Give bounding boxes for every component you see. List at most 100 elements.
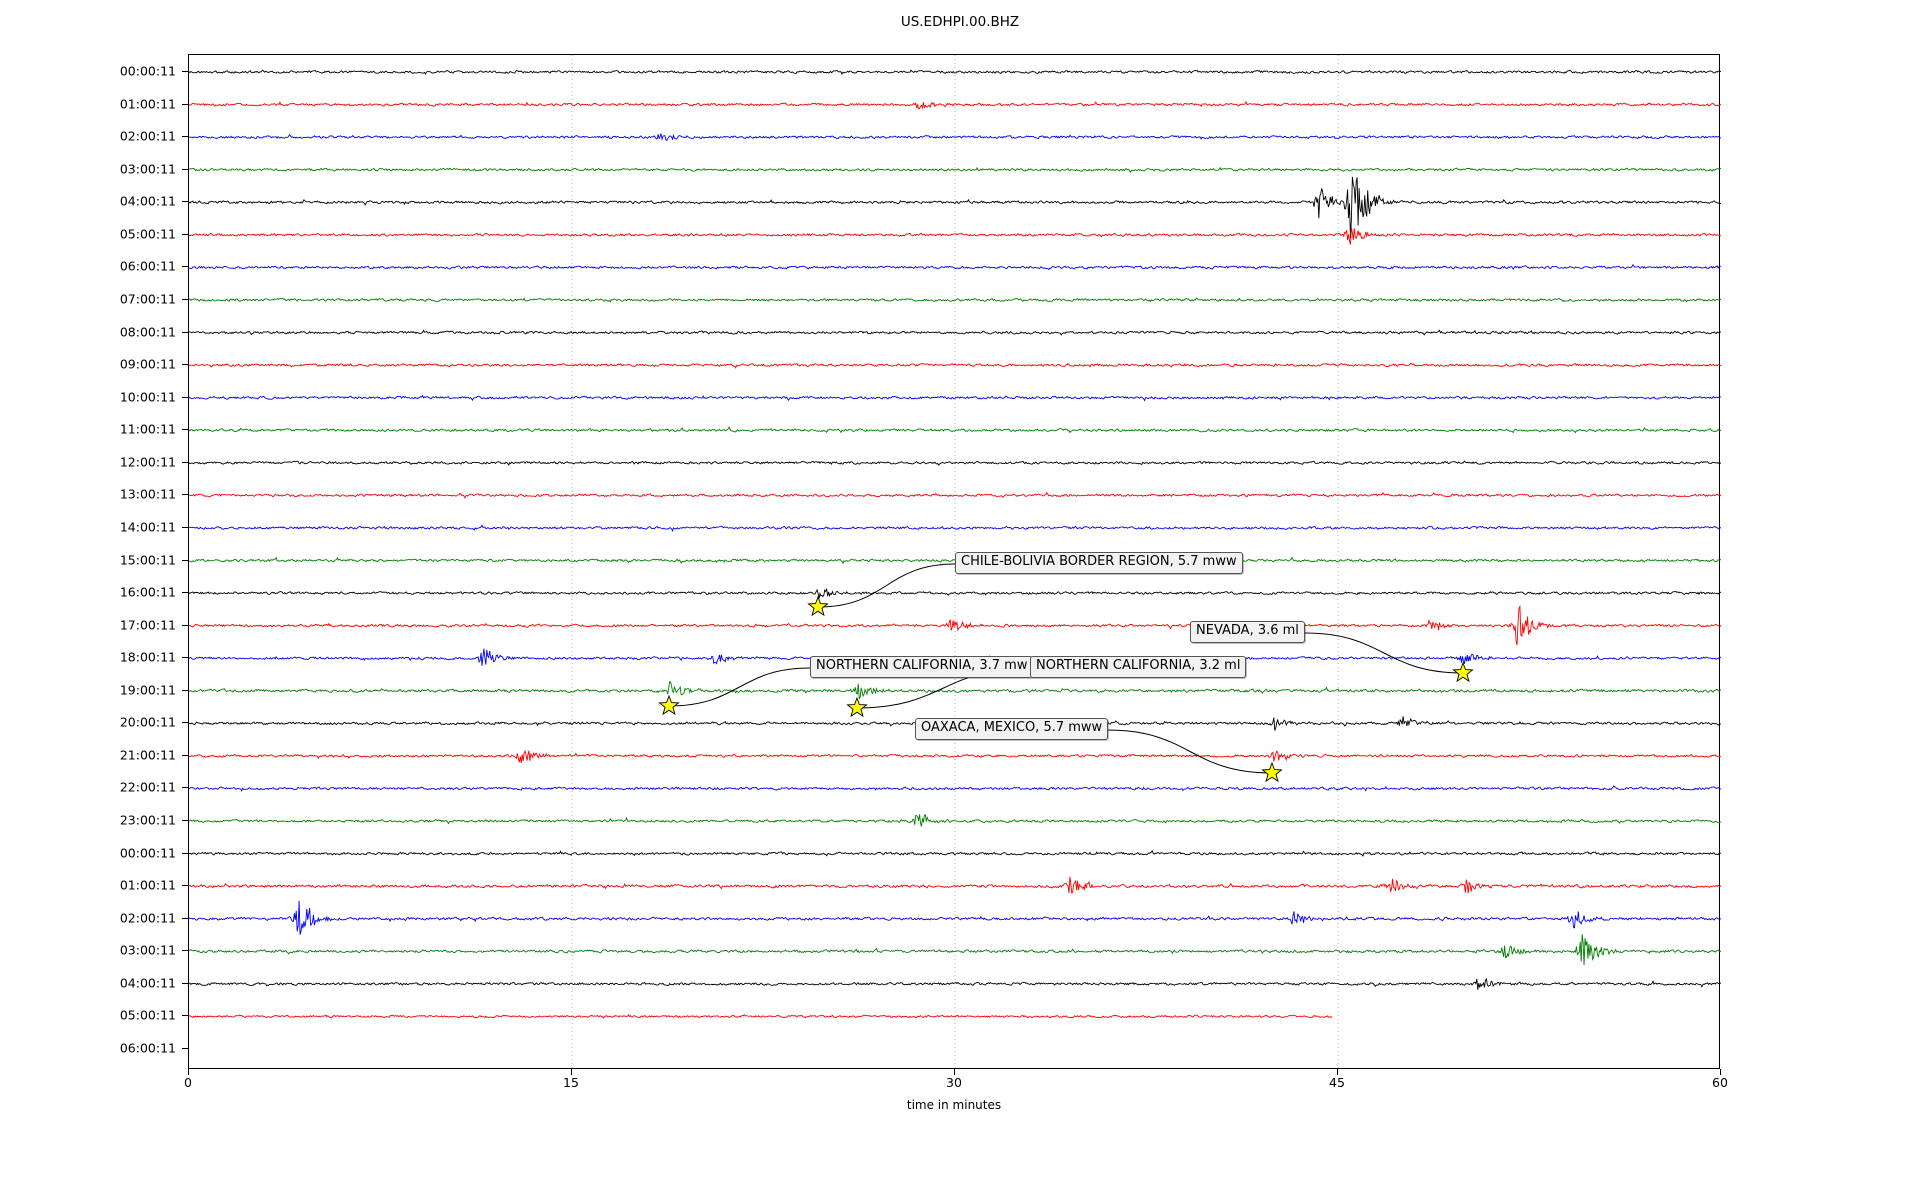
- y-axis-tick-label: 21:00:11: [119, 747, 176, 763]
- y-axis-tick-label: 08:00:11: [119, 324, 176, 340]
- y-axis-tick-mark: [182, 885, 188, 887]
- y-axis-tick-mark: [182, 1015, 188, 1017]
- x-axis-label: time in minutes: [906, 1098, 1002, 1112]
- y-axis-tick-mark: [182, 331, 188, 333]
- y-axis-tick-label: 13:00:11: [119, 486, 176, 502]
- y-axis-tick-mark: [182, 298, 188, 300]
- seismic-trace: [189, 1014, 1333, 1019]
- y-axis-tick-label: 05:00:11: [119, 226, 176, 242]
- seismic-trace: [189, 69, 1721, 75]
- y-axis-tick-mark: [182, 168, 188, 170]
- y-axis-tick-mark: [182, 592, 188, 594]
- y-axis-tick-label: 18:00:11: [119, 649, 176, 665]
- y-axis-tick-label: 03:00:11: [119, 161, 176, 177]
- trace-canvas: [189, 55, 1721, 1070]
- seismic-trace: [189, 934, 1721, 966]
- y-axis-tick-mark: [182, 461, 188, 463]
- y-axis-tick-mark: [182, 71, 188, 72]
- seismic-trace: [189, 264, 1721, 271]
- y-axis-tick-label: 16:00:11: [119, 584, 176, 600]
- y-axis-tick-mark: [182, 1048, 188, 1049]
- y-axis-tick-label: 10:00:11: [119, 389, 176, 405]
- y-axis-tick-label: 00:00:11: [119, 845, 176, 861]
- y-axis-tick-label: 14:00:11: [119, 519, 176, 535]
- seismic-trace: [189, 460, 1721, 466]
- y-axis-tick-mark: [182, 429, 188, 431]
- y-axis-tick-mark: [182, 364, 188, 366]
- seismic-trace: [189, 604, 1721, 646]
- seismic-trace: [189, 876, 1721, 894]
- seismic-trace: [189, 426, 1721, 434]
- y-axis-tick-mark: [182, 103, 188, 105]
- seismic-trace: [189, 680, 1721, 700]
- y-axis-tick-mark: [182, 559, 188, 561]
- y-axis-tick-label: 20:00:11: [119, 714, 176, 730]
- seismic-trace: [189, 166, 1721, 174]
- y-axis-tick-label: 06:00:11: [119, 258, 176, 274]
- seismic-trace: [189, 394, 1721, 402]
- seismic-trace: [189, 749, 1721, 764]
- y-axis-tick-label: 23:00:11: [119, 812, 176, 828]
- y-axis-tick-mark: [182, 982, 188, 984]
- seismic-trace: [189, 362, 1721, 369]
- seismic-trace: [189, 176, 1721, 239]
- seismic-trace: [189, 524, 1721, 533]
- y-axis-tick-mark: [182, 754, 188, 756]
- y-axis-tick-mark: [182, 820, 188, 822]
- y-axis-tick-label: 19:00:11: [119, 682, 176, 698]
- y-axis-tick-mark: [182, 266, 188, 268]
- plot-axes: [188, 54, 1721, 1070]
- seismic-trace: [189, 785, 1721, 792]
- y-axis-tick-label: 04:00:11: [119, 193, 176, 209]
- page-title: US.EDHPI.00.BHZ: [900, 14, 1020, 30]
- seismic-trace: [189, 977, 1721, 990]
- seismic-trace: [189, 491, 1721, 499]
- x-axis-tick-label: 60: [1712, 1075, 1728, 1090]
- y-axis-tick-mark: [182, 917, 188, 919]
- x-axis-tick-mark: [188, 1069, 189, 1075]
- seismic-trace: [189, 813, 1721, 827]
- y-axis-tick-mark: [182, 201, 188, 203]
- seismic-trace: [189, 100, 1721, 110]
- seismic-trace: [189, 329, 1721, 336]
- y-axis-tick-label: 07:00:11: [119, 291, 176, 307]
- y-axis-tick-label: 02:00:11: [119, 128, 176, 144]
- y-axis-tick-label: 22:00:11: [119, 779, 176, 795]
- seismic-trace: [189, 556, 1721, 565]
- y-axis-tick-label: 11:00:11: [119, 421, 176, 437]
- y-axis-tick-label: 01:00:11: [119, 96, 176, 112]
- y-axis-tick-label: 00:00:11: [119, 63, 176, 79]
- y-axis-tick-mark: [182, 950, 188, 952]
- y-axis-tick-mark: [182, 396, 188, 398]
- x-axis-tick-mark: [954, 1069, 955, 1075]
- seismic-trace: [189, 133, 1721, 142]
- y-axis-tick-mark: [182, 657, 188, 659]
- seismic-trace: [189, 297, 1721, 303]
- seismic-trace: [189, 587, 1721, 599]
- x-axis-tick-mark: [1337, 1069, 1338, 1075]
- seismic-trace: [189, 900, 1721, 935]
- y-axis-tick-mark: [182, 233, 188, 235]
- y-axis-tick-label: 05:00:11: [119, 1007, 176, 1023]
- x-axis-tick-label: 0: [184, 1075, 192, 1090]
- y-axis-tick-label: 17:00:11: [119, 617, 176, 633]
- y-axis-tick-label: 09:00:11: [119, 356, 176, 372]
- seismic-trace: [189, 227, 1721, 245]
- y-axis-tick-mark: [182, 526, 188, 528]
- y-axis-tick-label: 04:00:11: [119, 975, 176, 991]
- y-axis-tick-mark: [182, 624, 188, 626]
- y-axis-tick-mark: [182, 787, 188, 789]
- x-axis-tick-label: 30: [946, 1075, 962, 1090]
- x-axis-tick-mark: [1720, 1069, 1721, 1075]
- x-axis-tick-mark: [571, 1069, 572, 1075]
- y-axis-tick-mark: [182, 852, 188, 854]
- y-axis-tick-label: 12:00:11: [119, 454, 176, 470]
- y-axis-tick-mark: [182, 722, 188, 724]
- y-axis-tick-mark: [182, 689, 188, 691]
- y-axis-tick-label: 02:00:11: [119, 910, 176, 926]
- seismic-trace: [189, 849, 1721, 858]
- seismic-trace: [189, 716, 1721, 731]
- y-axis-tick-mark: [182, 136, 188, 138]
- x-axis-tick-label: 45: [1329, 1075, 1345, 1090]
